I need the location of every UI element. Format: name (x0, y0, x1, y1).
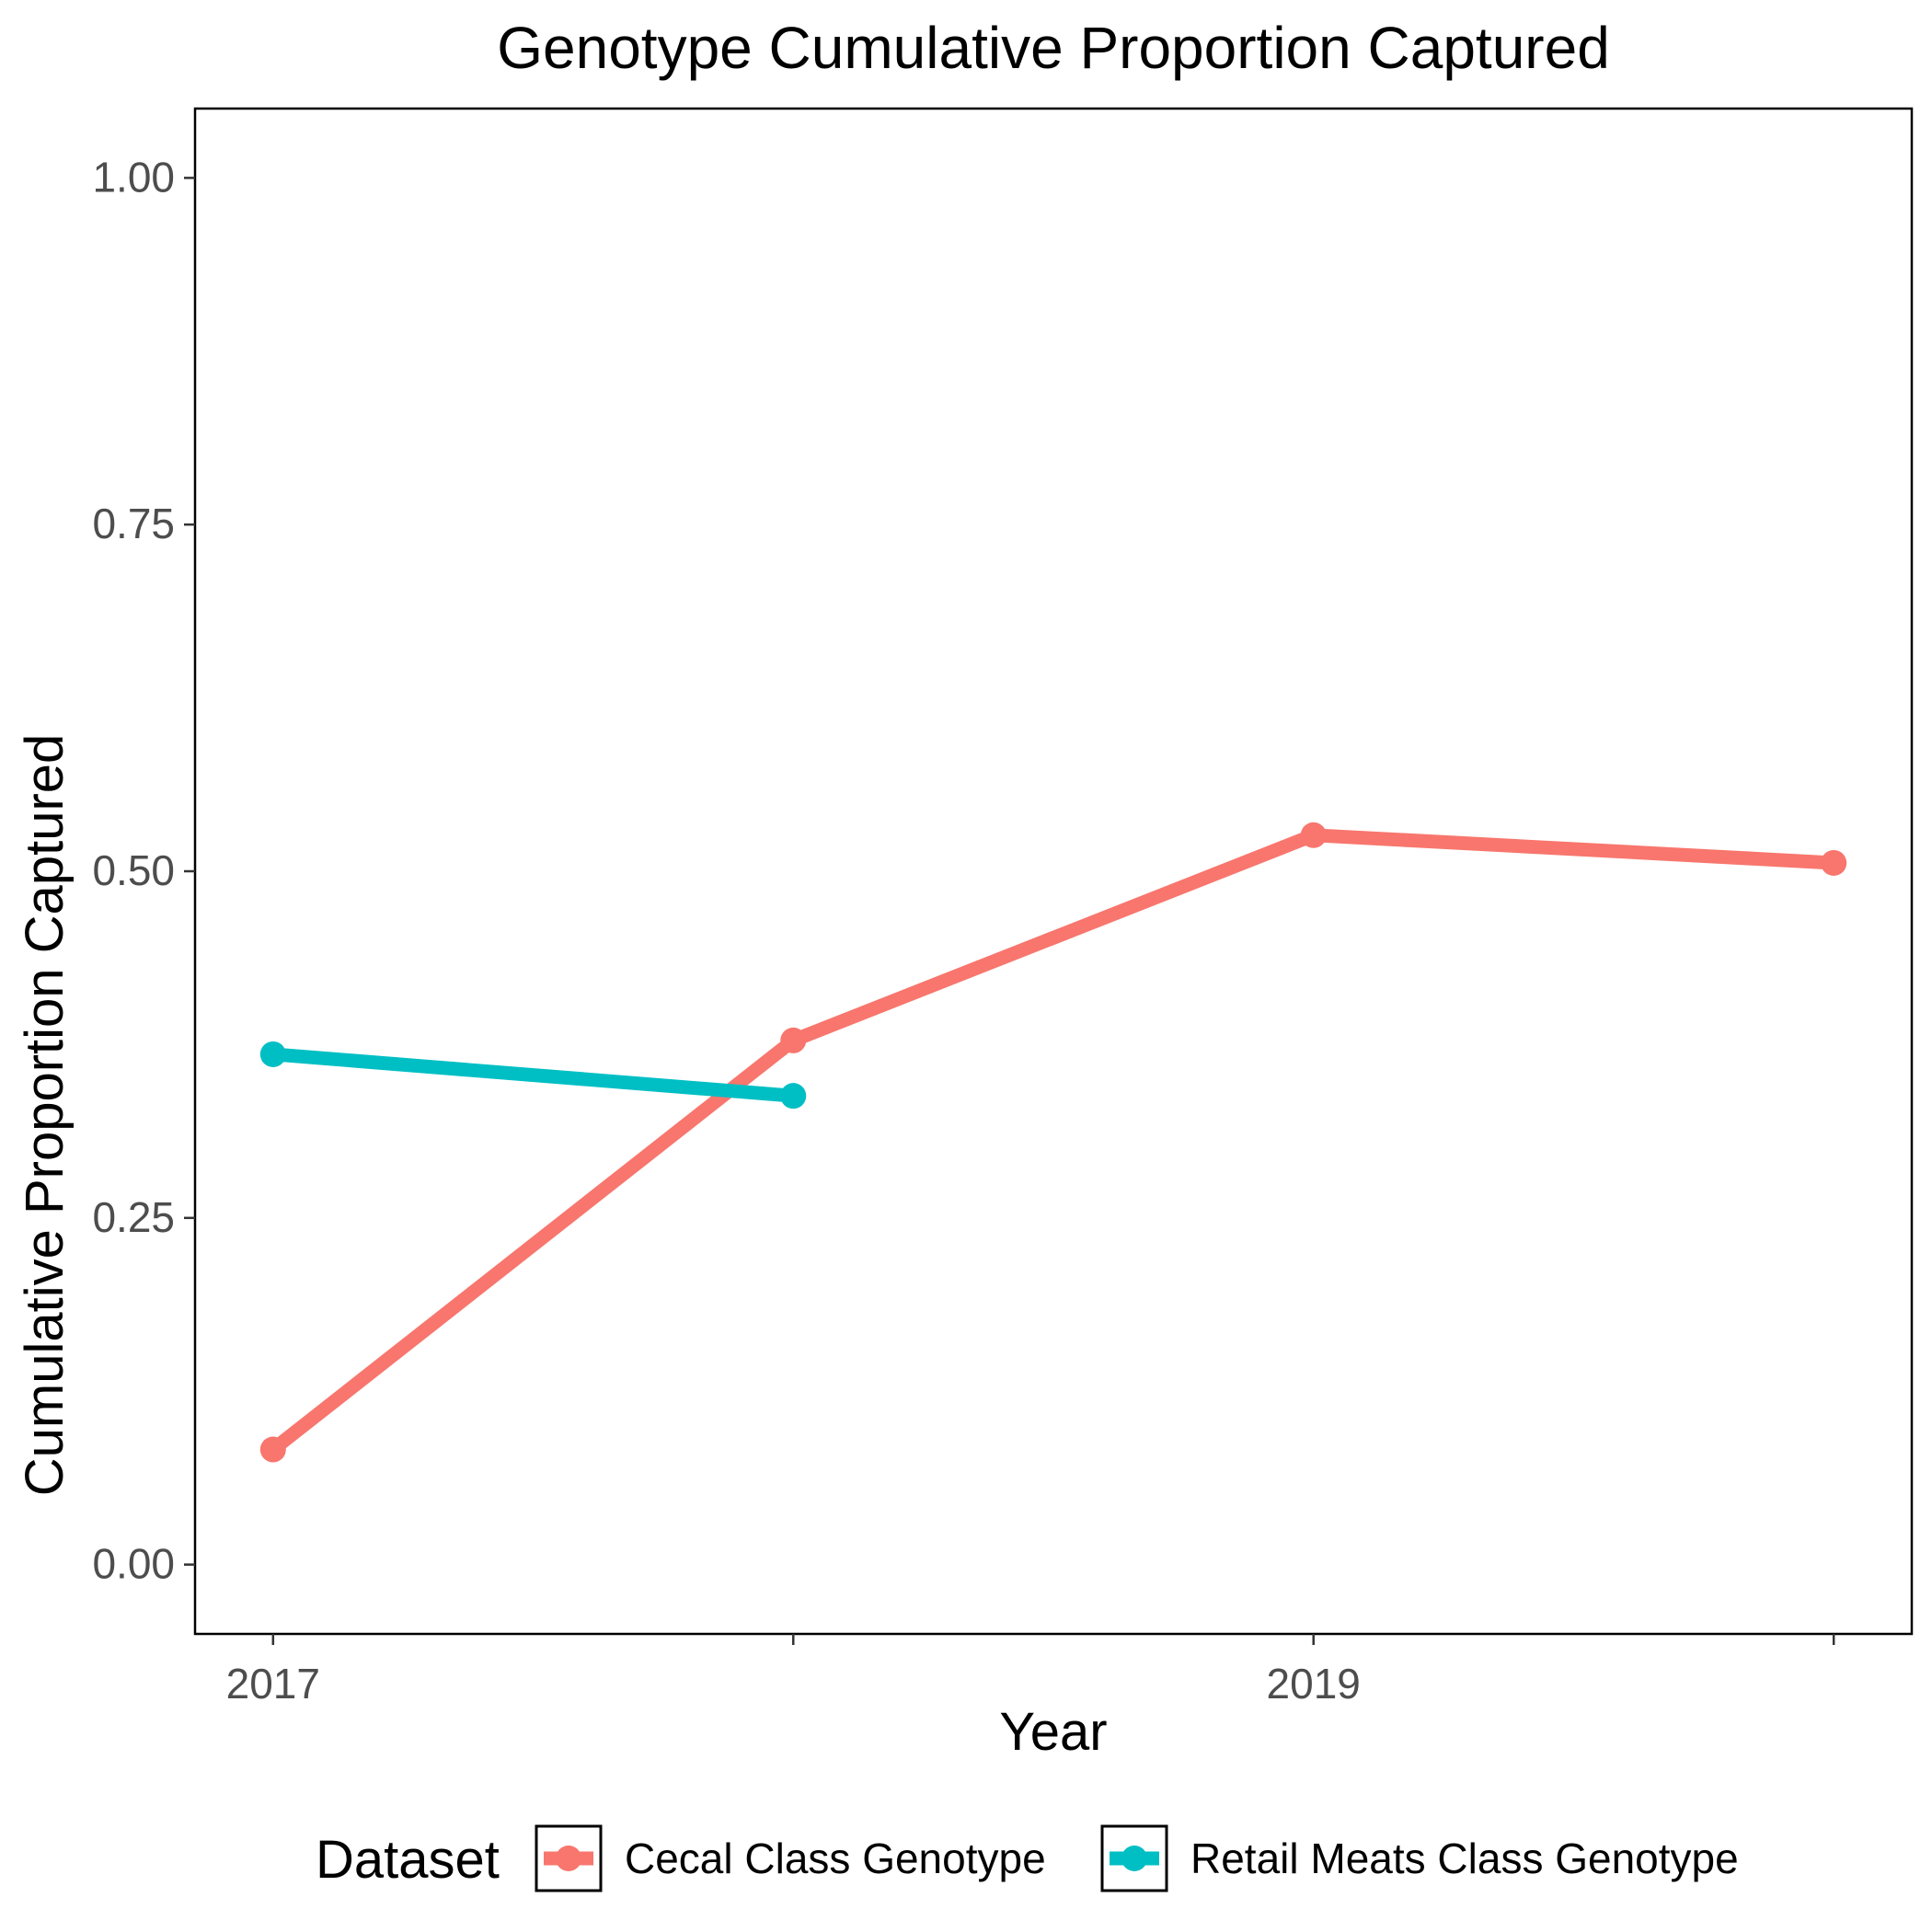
legend-items: Cecal Class Genotype Retail Meats Class G… (535, 1824, 1739, 1892)
legend-item-label: Retail Meats Class Genotype (1190, 1834, 1739, 1882)
panel-border (193, 107, 1914, 1636)
y-tick-label: 0.25 (92, 1193, 175, 1241)
series-layer (259, 822, 1847, 1463)
legend-item-label: Cecal Class Genotype (625, 1834, 1046, 1882)
data-point (780, 1083, 807, 1110)
plot-area: 0.00 0.25 0.50 0.75 1.00 2017 2019 (92, 107, 1914, 1708)
data-point (259, 1041, 286, 1067)
y-axis: 0.00 0.25 0.50 0.75 1.00 (92, 153, 195, 1588)
y-tick-label: 0.00 (92, 1540, 175, 1588)
data-point (1821, 849, 1847, 876)
x-axis-label: Year (999, 1702, 1107, 1762)
series-line (269, 828, 1834, 1455)
legend-title: Dataset (316, 1830, 500, 1890)
y-tick-label: 1.00 (92, 153, 175, 201)
data-point (1300, 822, 1327, 848)
x-axis: 2017 2019 (226, 1634, 1835, 1708)
legend: Dataset Cecal Class Genotype Retail Meats… (316, 1824, 1739, 1892)
legend-key-point (556, 1846, 581, 1871)
x-tick-label: 2017 (226, 1660, 320, 1708)
chart-title: Genotype Cumulative Proportion Captured (497, 15, 1610, 81)
legend-key-point (1121, 1846, 1147, 1871)
y-tick-label: 0.75 (92, 500, 175, 547)
legend-item: Cecal Class Genotype (535, 1824, 1046, 1892)
y-tick-label: 0.50 (92, 846, 175, 894)
legend-item: Retail Meats Class Genotype (1100, 1824, 1739, 1892)
y-axis-label: Cumulative Proportion Captured (15, 734, 75, 1497)
data-point (780, 1027, 807, 1053)
series-line (272, 1047, 794, 1103)
x-tick-label: 2019 (1267, 1660, 1361, 1708)
data-point (259, 1436, 286, 1463)
